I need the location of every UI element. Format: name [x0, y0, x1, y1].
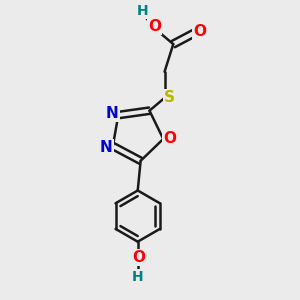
Text: N: N	[100, 140, 113, 155]
Text: O: O	[148, 19, 161, 34]
Text: O: O	[163, 131, 176, 146]
Text: S: S	[164, 90, 175, 105]
Text: H: H	[132, 270, 143, 284]
Text: O: O	[193, 23, 206, 38]
Text: O: O	[133, 250, 146, 265]
Text: H: H	[137, 4, 148, 18]
Text: N: N	[106, 106, 118, 121]
